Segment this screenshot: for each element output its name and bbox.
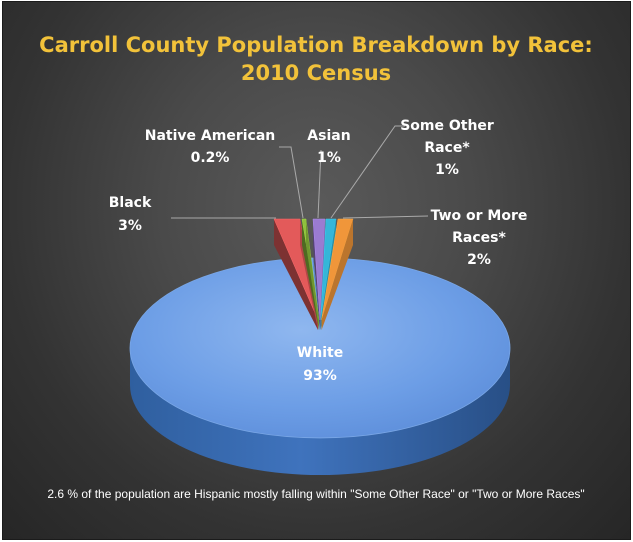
label-native-american-name: Native American <box>145 128 275 144</box>
slice-two-or-more-races-edge <box>321 219 353 330</box>
leader-line-two-or-more-races <box>342 215 429 219</box>
leader-line-asian <box>317 149 322 219</box>
pie-chart: Carroll County Population Breakdown by R… <box>39 33 593 501</box>
chart-title-line-1: Carroll County Population Breakdown by R… <box>39 33 593 57</box>
slice-asian-edge <box>319 219 325 330</box>
slice-some-other-race <box>320 218 337 321</box>
label-asian-name: Asian <box>307 128 350 144</box>
label-black-value: 3% <box>118 218 142 234</box>
slice-white <box>129 257 511 439</box>
pie-slices <box>129 218 511 475</box>
leader-lines <box>171 125 429 219</box>
label-white-name: White <box>297 345 343 361</box>
leader-line-some-other-race <box>330 125 405 219</box>
label-black-name: Black <box>109 195 152 211</box>
label-asian-value: 1% <box>317 150 341 166</box>
slice-native-american-edge <box>306 219 320 330</box>
footnote: 2.6 % of the population are Hispanic mos… <box>47 487 584 501</box>
label-some-other-race-value: 1% <box>435 162 459 178</box>
label-two-or-more-races-value: 2% <box>467 252 491 268</box>
label-some-other-race-name-1: Some Other <box>400 118 494 134</box>
label-some-other-race-name-2: Race* <box>424 140 470 156</box>
chart-title-line-2: 2010 Census <box>241 61 391 85</box>
label-two-or-more-races-name-2: Races* <box>452 230 506 246</box>
label-white-value: 93% <box>303 368 337 384</box>
slice-black-side <box>274 219 319 330</box>
slice-native-american-side <box>302 219 320 330</box>
label-two-or-more-races-name-1: Two or More <box>431 208 528 224</box>
leader-line-native-american <box>279 146 304 219</box>
slice-white-side <box>130 347 510 475</box>
label-native-american-value: 0.2% <box>191 150 230 166</box>
